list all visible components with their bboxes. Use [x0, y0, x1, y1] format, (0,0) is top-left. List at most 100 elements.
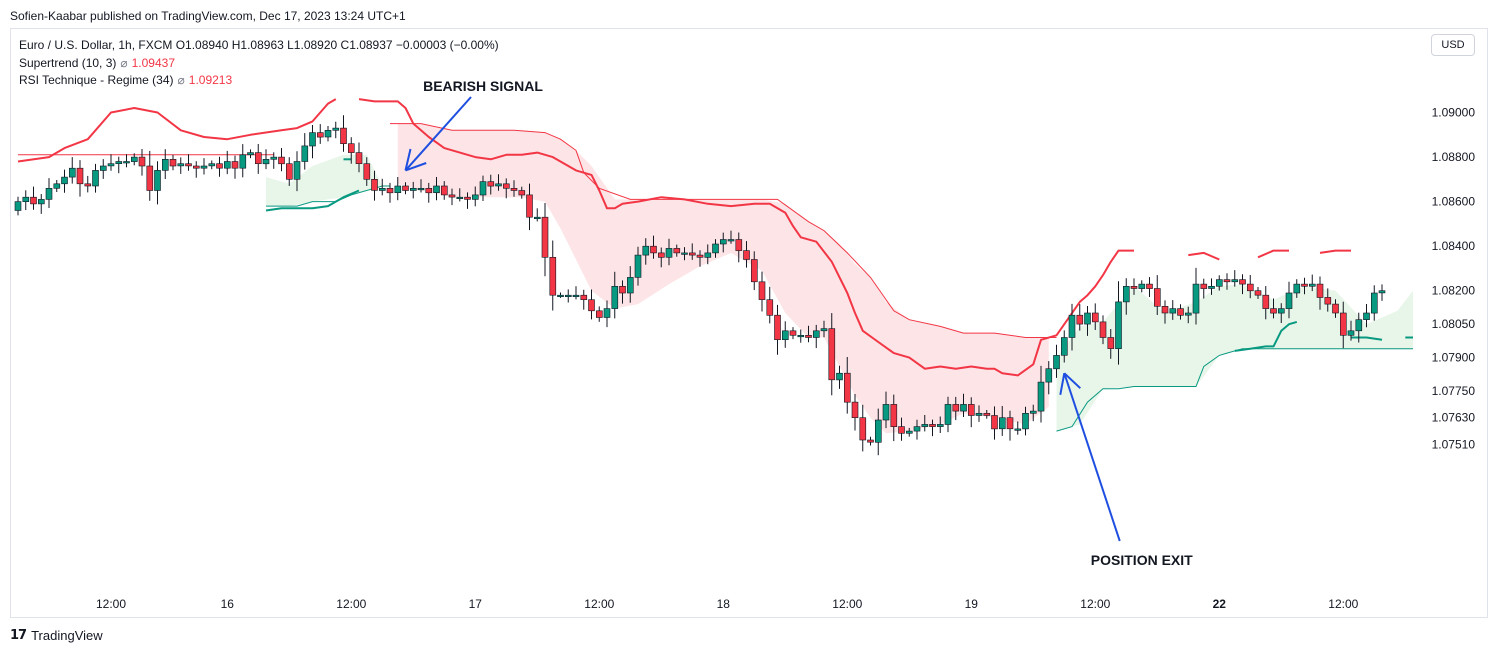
rsi-value: 1.09213 [188, 73, 233, 87]
price-axis[interactable]: 1.09000 1.08800 1.08600 1.08400 1.08200 1.080… [1432, 106, 1476, 452]
candle [30, 196, 37, 205]
supertrend-line [1257, 249, 1289, 259]
candle [611, 285, 619, 309]
candle [324, 130, 332, 138]
candle [975, 412, 983, 416]
rsi-regime-line [1056, 348, 1413, 432]
candle [409, 188, 417, 191]
candle [1340, 312, 1347, 336]
candle [843, 372, 851, 403]
candle [340, 127, 347, 145]
candle [688, 252, 696, 256]
candles-layer [14, 115, 1386, 456]
x-tick-label: 12:00 [96, 597, 126, 611]
candle [138, 156, 146, 167]
candle [363, 163, 371, 180]
annotation-arrowhead [405, 162, 427, 172]
candle [557, 294, 564, 298]
x-tick-label: 12:00 [1080, 597, 1110, 611]
candle [1293, 283, 1301, 294]
candle [657, 252, 665, 258]
candle [1123, 285, 1130, 303]
candle [146, 165, 154, 191]
candle [1084, 312, 1091, 325]
candle [619, 285, 626, 294]
candle [61, 176, 68, 185]
supertrend-line [265, 189, 360, 212]
candle [634, 254, 642, 278]
candle [502, 183, 510, 189]
candle [1099, 321, 1107, 338]
chart-legend: Euro / U.S. Dollar, 1h, FXCM O1.08940 H1… [19, 37, 499, 90]
candle [719, 239, 727, 245]
candle [836, 372, 843, 381]
candle [1076, 314, 1084, 325]
candle [131, 156, 138, 162]
rsi-label: RSI Technique - Regime (34) [19, 73, 174, 87]
supertrend-line [1319, 249, 1351, 254]
candle [541, 216, 549, 258]
candle [115, 161, 123, 165]
y-tick-label: 1.07750 [1432, 384, 1476, 398]
x-tick-label: 22 [1213, 597, 1227, 611]
time-axis[interactable]: 12:00 16 12:00 17 12:00 18 12:00 19 12:00 22 12:00 [96, 597, 1359, 611]
candle [998, 417, 1006, 430]
candle [1138, 283, 1146, 289]
candle [510, 188, 518, 191]
candle [960, 404, 967, 412]
annotation-label: POSITION EXIT [1091, 552, 1193, 568]
candle [417, 188, 425, 191]
candle [936, 424, 944, 427]
candle [921, 424, 929, 427]
candle [1154, 288, 1161, 307]
candle [905, 430, 913, 434]
candle [1014, 428, 1022, 431]
supertrend-line [17, 98, 337, 163]
supertrend-legend-row[interactable]: Supertrend (10, 3) ⌀ 1.09437 [19, 55, 499, 73]
y-tick-label: 1.07510 [1432, 438, 1476, 452]
publisher-line: Sofien-Kaabar published on TradingView.c… [10, 9, 406, 23]
candle [774, 314, 781, 341]
annotation-arrowhead [1063, 372, 1081, 389]
candle [371, 179, 378, 191]
candle [1371, 292, 1378, 314]
candle [1231, 279, 1239, 283]
candle [828, 328, 836, 381]
regime-fill [1056, 284, 1413, 432]
candle [549, 256, 557, 296]
candle [1301, 283, 1308, 287]
candle [224, 161, 231, 169]
candle [1270, 308, 1277, 314]
symbol-line[interactable]: Euro / U.S. Dollar, 1h, FXCM O1.08940 H1… [19, 38, 499, 52]
candle [162, 159, 169, 171]
rsi-legend-row[interactable]: RSI Technique - Regime (34) ⌀ 1.09213 [19, 72, 499, 90]
candle [1316, 283, 1324, 298]
candle [487, 181, 495, 187]
hidden-icon[interactable]: ⌀ [120, 55, 128, 70]
brand-name: TradingView [31, 628, 103, 643]
candle [394, 185, 402, 193]
x-tick-label: 18 [717, 597, 731, 611]
candle [169, 159, 177, 167]
candle [1309, 283, 1316, 287]
candle [758, 281, 766, 300]
candle [789, 330, 797, 336]
candle [231, 161, 239, 169]
currency-button[interactable]: USD [1431, 34, 1475, 56]
candle [278, 156, 285, 165]
supertrend-value: 1.09437 [131, 55, 176, 70]
candle [53, 183, 61, 189]
tradingview-logo-icon: 17 [10, 628, 27, 643]
candle [193, 165, 200, 169]
candle [967, 404, 975, 416]
candle [1161, 305, 1169, 314]
candle [177, 163, 185, 167]
candle [1006, 417, 1014, 430]
x-tick-label: 12:00 [832, 597, 862, 611]
candle [812, 330, 820, 338]
hidden-icon[interactable]: ⌀ [177, 73, 185, 87]
candle [200, 165, 208, 169]
candle [1092, 312, 1099, 323]
candle [1037, 381, 1045, 412]
